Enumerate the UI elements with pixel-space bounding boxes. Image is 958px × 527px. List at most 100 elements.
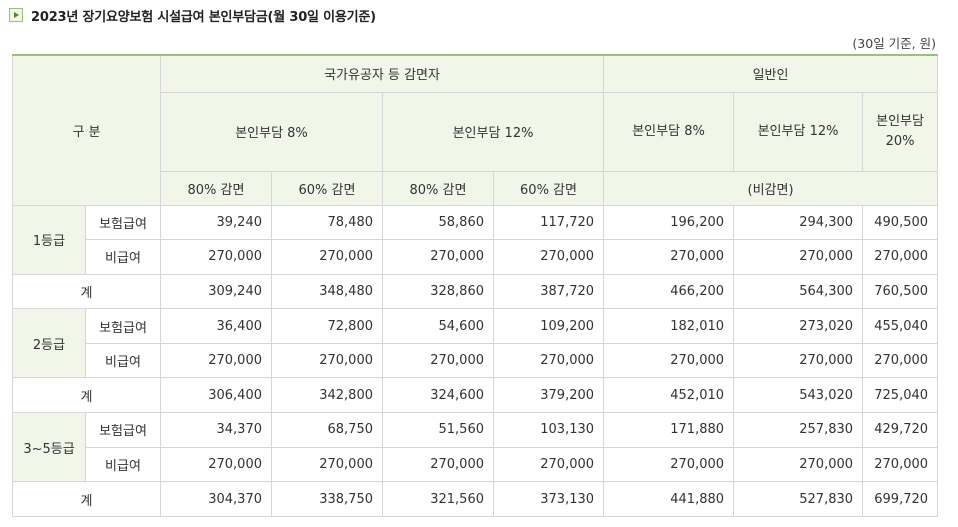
total-amount-cell: 387,720 — [492, 273, 605, 310]
amount-cell: 270,000 — [160, 446, 272, 483]
play-arrow-icon — [9, 8, 23, 22]
amount-cell: 270,000 — [733, 446, 864, 483]
grade-label: 2등급 — [12, 308, 86, 379]
amount-cell: 39,240 — [160, 204, 272, 241]
row-label: 보험급여 — [85, 412, 161, 448]
total-label: 계 — [12, 377, 161, 414]
total-label: 계 — [12, 481, 161, 517]
table-body: 1등급 보험급여 39,240 78,480 58,860 117,720 196,200 2… — [12, 204, 939, 517]
general-copay-20-header: 본인부담 20% — [862, 91, 939, 172]
copay-12-header: 본인부담 12% — [381, 91, 605, 172]
amount-cell: 270,000 — [862, 446, 939, 483]
amount-cell: 34,370 — [160, 412, 272, 448]
reduced-group-header: 국가유공자 등 감면자 — [159, 54, 605, 93]
total-amount-cell: 306,400 — [160, 377, 272, 414]
total-amount-cell: 466,200 — [603, 273, 735, 310]
total-amount-cell: 564,300 — [733, 273, 864, 310]
total-amount-cell: 342,800 — [271, 377, 383, 414]
table-row: 1등급 보험급여 39,240 78,480 58,860 117,720 196,200 2… — [12, 204, 939, 275]
reduction-60-header-2: 60% 감면 — [492, 170, 605, 206]
total-amount-cell: 379,200 — [492, 377, 605, 414]
amount-cell: 257,830 — [733, 412, 864, 448]
general-copay-12-header: 본인부담 12% — [733, 91, 864, 172]
table-row: 비급여 270,000 270,000 270,000 270,000 270,000 27… — [13, 446, 939, 483]
row-label: 비급여 — [85, 239, 161, 275]
amount-cell: 109,200 — [492, 308, 605, 344]
amount-cell: 51,560 — [382, 412, 494, 448]
grade-label: 3~5등급 — [12, 412, 86, 483]
reduction-80-header: 80% 감면 — [160, 170, 272, 206]
amount-cell: 270,000 — [492, 239, 605, 275]
total-amount-cell: 527,830 — [733, 481, 864, 517]
amount-cell: 270,000 — [603, 342, 735, 379]
table-row: 2등급 보험급여 36,400 72,800 54,600 109,200 182,010 2… — [12, 308, 939, 379]
non-reduced-header: (비감면) — [603, 170, 939, 206]
row-label: 보험급여 — [85, 308, 161, 344]
total-amount-cell: 725,040 — [862, 377, 939, 414]
category-header: 구 분 — [12, 54, 161, 206]
reduction-80-header-2: 80% 감면 — [382, 170, 494, 206]
row-label: 비급여 — [85, 342, 161, 379]
amount-cell: 270,000 — [271, 342, 383, 379]
amount-cell: 270,000 — [271, 446, 383, 483]
copayment-table: 구 분 국가유공자 등 감면자 일반인 본인부담 8% 본인부담 12% 본인부… — [12, 54, 939, 517]
amount-cell: 196,200 — [603, 204, 735, 241]
row-label: 보험급여 — [85, 204, 161, 241]
amount-cell: 270,000 — [160, 342, 272, 379]
general-group-header: 일반인 — [603, 54, 939, 93]
amount-cell: 270,000 — [862, 239, 939, 275]
total-amount-cell: 304,370 — [160, 481, 272, 517]
amount-cell: 490,500 — [862, 204, 939, 241]
amount-cell: 78,480 — [271, 204, 383, 241]
grade-label: 1등급 — [12, 204, 86, 275]
section-title: 2023년 장기요양보험 시설급여 본인부담금(월 30일 이용기준) — [9, 5, 376, 25]
amount-cell: 270,000 — [492, 446, 605, 483]
table-row: 비급여 270,000 270,000 270,000 270,000 270,000 27… — [13, 342, 939, 379]
amount-cell: 270,000 — [492, 342, 605, 379]
total-amount-cell: 321,560 — [382, 481, 494, 517]
total-label: 계 — [12, 273, 161, 310]
total-amount-cell: 699,720 — [862, 481, 939, 517]
amount-cell: 36,400 — [160, 308, 272, 344]
total-amount-cell: 543,020 — [733, 377, 864, 414]
total-amount-cell: 373,130 — [492, 481, 605, 517]
total-amount-cell: 348,480 — [271, 273, 383, 310]
amount-cell: 58,860 — [382, 204, 494, 241]
page-title: 2023년 장기요양보험 시설급여 본인부담금(월 30일 이용기준) — [31, 9, 376, 25]
amount-cell: 270,000 — [382, 342, 494, 379]
amount-cell: 117,720 — [492, 204, 605, 241]
total-amount-cell: 324,600 — [382, 377, 494, 414]
reduction-60-header: 60% 감면 — [271, 170, 383, 206]
total-amount-cell: 338,750 — [271, 481, 383, 517]
amount-cell: 171,880 — [603, 412, 735, 448]
amount-cell: 270,000 — [382, 239, 494, 275]
total-amount-cell: 760,500 — [862, 273, 939, 310]
amount-cell: 182,010 — [603, 308, 735, 344]
row-label: 비급여 — [85, 446, 161, 483]
amount-cell: 72,800 — [271, 308, 383, 344]
amount-cell: 455,040 — [862, 308, 939, 344]
amount-cell: 270,000 — [733, 342, 864, 379]
total-amount-cell: 441,880 — [603, 481, 735, 517]
total-amount-cell: 309,240 — [160, 273, 272, 310]
amount-cell: 294,300 — [733, 204, 864, 241]
general-copay-8-header: 본인부담 8% — [603, 91, 735, 172]
total-row: 계 306,400 342,800 324,600 379,200 452,010 543,… — [12, 377, 939, 414]
total-amount-cell: 452,010 — [603, 377, 735, 414]
amount-cell: 270,000 — [271, 239, 383, 275]
total-row: 계 304,370 338,750 321,560 373,130 441,880 527,… — [12, 481, 939, 517]
copay-8-header: 본인부담 8% — [160, 91, 383, 172]
amount-cell: 270,000 — [733, 239, 864, 275]
unit-note: (30일 기준, 원) — [852, 36, 936, 51]
amount-cell: 68,750 — [271, 412, 383, 448]
amount-cell: 270,000 — [862, 342, 939, 379]
amount-cell: 270,000 — [603, 239, 735, 275]
total-amount-cell: 328,860 — [382, 273, 494, 310]
amount-cell: 429,720 — [862, 412, 939, 448]
amount-cell: 270,000 — [382, 446, 494, 483]
amount-cell: 270,000 — [160, 239, 272, 275]
amount-cell: 270,000 — [603, 446, 735, 483]
total-row: 계 309,240 348,480 328,860 387,720 466,200 564,… — [12, 273, 939, 310]
amount-cell: 54,600 — [382, 308, 494, 344]
amount-cell: 103,130 — [492, 412, 605, 448]
